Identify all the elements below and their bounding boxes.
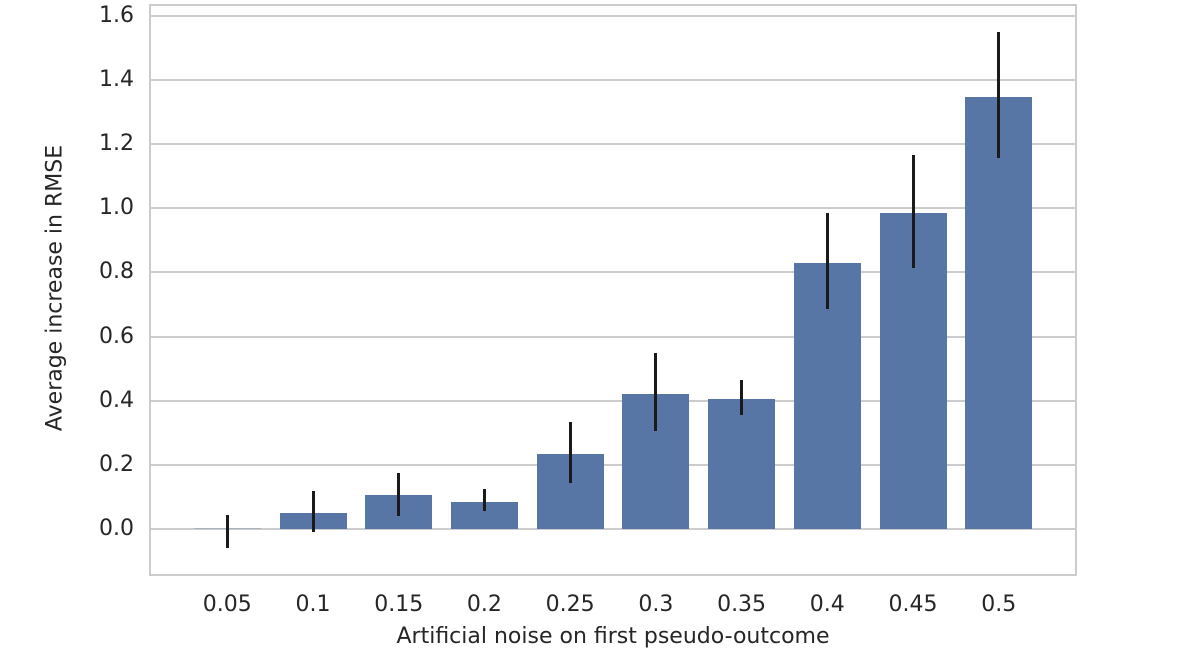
x-tick-label: 0.3 (638, 592, 674, 617)
error-bar (911, 155, 915, 268)
y-tick-label: 1.6 (99, 2, 134, 28)
error-bar (397, 472, 401, 517)
bar (708, 399, 776, 530)
x-tick-label: 0.05 (202, 592, 252, 617)
y-tick-label: 1.0 (99, 195, 134, 221)
error-bar (997, 31, 1001, 159)
x-tick-label: 0.45 (888, 592, 938, 617)
gridline (151, 14, 1075, 17)
gridline (151, 78, 1075, 81)
y-tick-label: 0.6 (99, 323, 134, 349)
x-tick-label: 0.5 (981, 592, 1017, 617)
gridline (151, 207, 1075, 210)
gridline (151, 142, 1075, 145)
y-tick-label: 0.4 (99, 387, 134, 413)
y-tick-label: 0.8 (99, 259, 134, 285)
error-bar (482, 488, 486, 512)
error-bar (225, 514, 229, 549)
x-tick-label: 0.35 (717, 592, 767, 617)
gridline (151, 399, 1075, 402)
error-bar (568, 421, 572, 483)
y-tick-label: 1.2 (99, 130, 134, 156)
gridline (151, 463, 1075, 466)
x-tick-label: 0.15 (374, 592, 424, 617)
x-tick-label: 0.2 (466, 592, 502, 617)
x-tick-label: 0.25 (545, 592, 595, 617)
y-tick-label: 1.4 (99, 66, 134, 92)
y-axis-label: Average increase in RMSE (42, 144, 68, 432)
y-tick-label: 0.2 (99, 451, 134, 477)
error-bar (740, 379, 744, 416)
bar (965, 97, 1033, 530)
gridline (151, 335, 1075, 338)
gridline (151, 271, 1075, 274)
x-tick-label: 0.4 (809, 592, 845, 617)
x-tick-label: 0.1 (295, 592, 331, 617)
y-tick-label: 0.0 (99, 516, 134, 542)
gridline (151, 528, 1075, 531)
x-axis-label: Artificial noise on first pseudo-outcome (396, 624, 830, 649)
error-bar (825, 212, 829, 310)
error-bar (654, 352, 658, 432)
error-bar (311, 490, 315, 533)
plot-area (149, 4, 1077, 576)
